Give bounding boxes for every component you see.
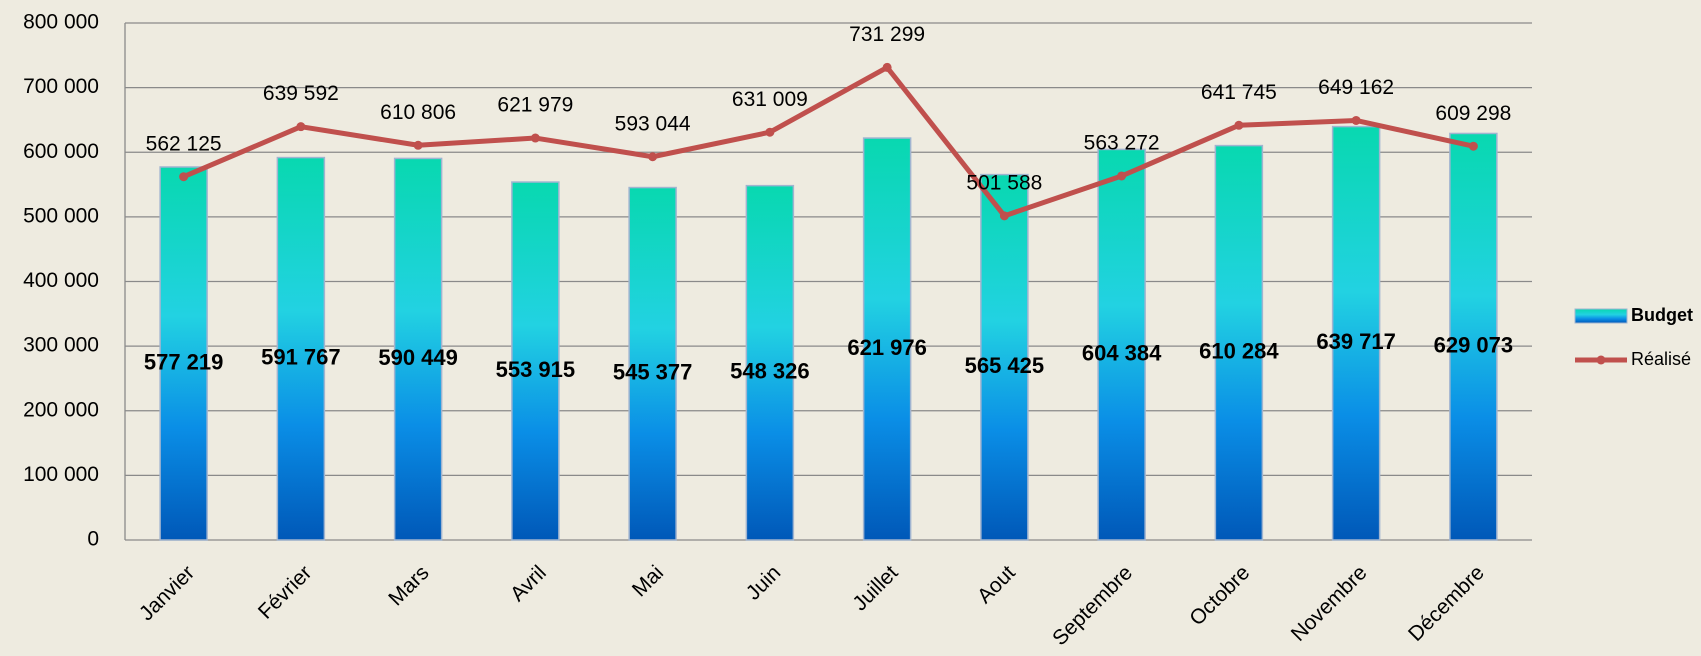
y-tick-label: 700 000	[23, 75, 99, 98]
line-value-label: 501 588	[966, 171, 1042, 194]
line-marker	[413, 140, 423, 150]
bar	[159, 166, 208, 541]
bar	[276, 156, 326, 541]
line-marker	[765, 127, 775, 137]
y-tick-label: 600 000	[23, 140, 99, 163]
legend-label: Réalisé	[1631, 349, 1691, 369]
bar	[1449, 132, 1498, 541]
legend-marker	[1596, 355, 1606, 365]
line-value-label: 639 592	[263, 82, 339, 105]
line-value-label: 610 806	[380, 101, 456, 124]
line-value-label: 609 298	[1435, 102, 1511, 125]
bar	[745, 184, 795, 541]
line-marker	[1117, 171, 1127, 181]
line-marker	[179, 172, 189, 182]
line-marker	[882, 62, 892, 72]
line-marker	[999, 211, 1009, 221]
bar-value-label: 553 915	[496, 357, 576, 382]
bar-value-label: 610 284	[1199, 339, 1279, 364]
line	[182, 64, 1474, 219]
y-tick-label: 800 000	[23, 11, 99, 34]
line-value-label: 731 299	[849, 23, 925, 46]
bar	[862, 137, 912, 541]
y-tick-label: 300 000	[23, 334, 99, 357]
bar	[393, 157, 443, 541]
bar	[1214, 144, 1264, 541]
line-value-label: 621 979	[497, 94, 573, 117]
line-marker	[296, 122, 306, 132]
bar-value-label: 565 425	[965, 353, 1045, 378]
bar-value-label: 577 219	[144, 349, 224, 374]
bar-value-label: 604 384	[1082, 341, 1162, 366]
line-value-label: 641 745	[1201, 81, 1277, 104]
bar-value-label: 591 767	[261, 345, 341, 370]
y-tick-label: 400 000	[23, 269, 99, 292]
bar-value-label: 629 073	[1434, 333, 1514, 358]
line-value-label: 593 044	[615, 112, 691, 135]
bar-value-label: 545 377	[613, 360, 693, 385]
legend-label: Budget	[1631, 305, 1693, 325]
y-tick-label: 500 000	[23, 204, 99, 227]
y-tick-label: 100 000	[23, 463, 99, 486]
bar-value-label: 548 326	[730, 359, 810, 384]
bar-value-label: 621 976	[847, 335, 927, 360]
bar	[980, 173, 1029, 541]
line-marker	[648, 152, 658, 162]
bar	[628, 186, 677, 541]
bar	[1097, 148, 1146, 541]
bar	[1331, 125, 1381, 541]
legend-swatch	[1574, 308, 1628, 324]
line-value-label: 562 125	[146, 132, 222, 155]
line-value-label: 631 009	[732, 88, 808, 111]
bar	[511, 181, 560, 541]
line-marker	[1234, 120, 1244, 130]
line-marker	[1468, 141, 1478, 151]
line-marker	[1351, 115, 1361, 125]
line-value-label: 563 272	[1084, 132, 1160, 155]
bar-value-label: 590 449	[378, 345, 458, 370]
line-value-label: 649 162	[1318, 76, 1394, 99]
y-tick-label: 200 000	[23, 398, 99, 421]
bar-value-label: 639 717	[1316, 329, 1396, 354]
line-marker	[530, 133, 540, 143]
y-tick-label: 0	[87, 528, 99, 551]
